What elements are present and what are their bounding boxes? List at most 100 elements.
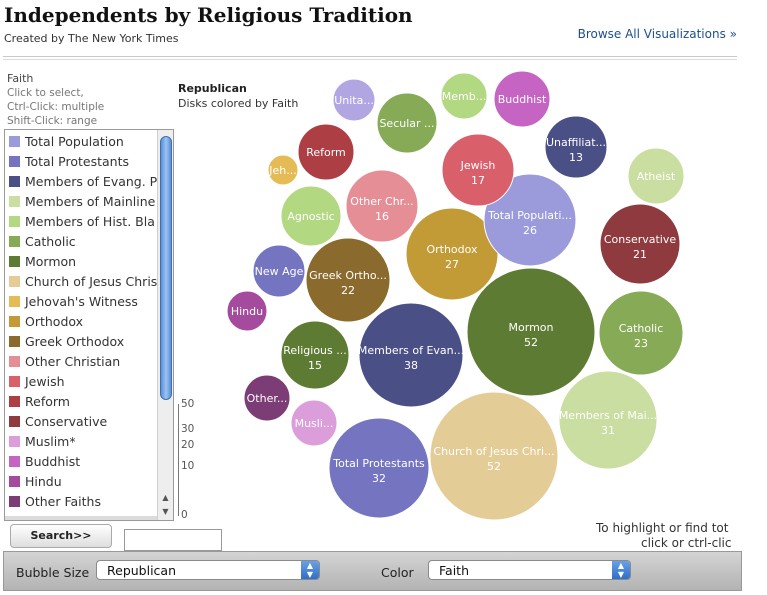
faith-list-item[interactable]: Members of Evang. P	[9, 172, 157, 192]
faith-item-label: Conservative	[25, 414, 108, 429]
bubble[interactable]	[290, 399, 338, 447]
bubble-size-label: Bubble Size	[16, 565, 90, 580]
faith-swatch	[9, 456, 20, 467]
faith-swatch	[9, 276, 20, 287]
list-vertical-scrollbar[interactable]: ▲ ▼	[157, 130, 173, 520]
faith-list-item[interactable]: Other Christian	[9, 352, 157, 372]
chart-subtitle: Disks colored by Faith	[178, 97, 299, 110]
bubble[interactable]	[441, 133, 515, 207]
faith-swatch	[9, 156, 20, 167]
faith-list-item[interactable]: Members of Mainline	[9, 192, 157, 212]
bubble-label: Catholic	[619, 322, 664, 335]
bubble[interactable]	[280, 185, 342, 247]
bubble-value: 13	[569, 151, 583, 164]
bubble-label: Religious ...	[283, 344, 347, 357]
faith-list-item[interactable]: Church of Jesus Chris	[9, 272, 157, 292]
faith-swatch	[9, 236, 20, 247]
bubble-label: New Age	[255, 265, 304, 278]
bubble[interactable]	[599, 203, 681, 285]
color-value: Faith	[439, 563, 469, 578]
faith-hint-multiple: Ctrl-Click: multiple	[7, 101, 105, 113]
list-horizontal-scrollbar[interactable]	[5, 516, 157, 520]
bubble-size-value: Republican	[107, 563, 177, 578]
faith-swatch	[9, 476, 20, 487]
page-title: Independents by Religious Tradition	[4, 3, 413, 27]
faith-list-item[interactable]: Reform	[9, 392, 157, 412]
faith-list-item[interactable]: Jewish	[9, 372, 157, 392]
bubble[interactable]	[376, 92, 438, 154]
faith-swatch	[9, 356, 20, 367]
bubble-label: Greek Ortho...	[309, 269, 387, 282]
scrollbar-thumb[interactable]	[160, 136, 172, 400]
bubble-size-select[interactable]: Republican ▲ ▼	[96, 560, 320, 580]
faith-item-label: Jehovah's Witness	[25, 294, 138, 309]
search-button[interactable]: Search>>	[10, 524, 112, 548]
faith-list-item[interactable]: Muslim*	[9, 432, 157, 452]
faith-item-label: Members of Mainline	[25, 194, 156, 209]
search-input[interactable]	[124, 529, 222, 551]
bubble-label: Hindu	[231, 305, 263, 318]
color-select[interactable]: Faith ▲ ▼	[428, 560, 631, 580]
bubble-label: Orthodox	[426, 243, 478, 256]
faith-list-item[interactable]: Jehovah's Witness	[9, 292, 157, 312]
bubble[interactable]	[627, 147, 685, 205]
faith-list-item[interactable]: Catholic	[9, 232, 157, 252]
faith-item-label: Reform	[25, 394, 70, 409]
bubble[interactable]	[280, 320, 350, 390]
bubble[interactable]	[243, 374, 291, 422]
bubble[interactable]	[440, 72, 488, 120]
bubble[interactable]	[297, 123, 355, 181]
bubble[interactable]	[493, 70, 551, 128]
bubble-label: Reform	[306, 146, 346, 159]
bubble[interactable]	[429, 391, 559, 521]
faith-listbox[interactable]: Total Population Total Protestants Members…	[4, 129, 174, 521]
faith-list-item[interactable]: Greek Orthodox	[9, 332, 157, 352]
size-scale-tick: 30	[181, 423, 195, 435]
faith-list-item[interactable]: Buddhist	[9, 452, 157, 472]
faith-item-label: Total Population	[25, 134, 124, 149]
bubble-label: Memb...	[442, 90, 486, 103]
browse-all-link[interactable]: Browse All Visualizations »	[577, 27, 737, 41]
bubble-label: Mormon	[509, 321, 554, 334]
faith-item-label: Jewish	[25, 374, 65, 389]
faith-list-item[interactable]: Other Faiths	[9, 492, 157, 512]
bubble[interactable]	[558, 370, 658, 470]
faith-list-item[interactable]: Mormon	[9, 252, 157, 272]
bubble-value: 22	[341, 284, 355, 297]
faith-heading: Faith	[7, 72, 34, 85]
bubble[interactable]	[226, 290, 268, 332]
bubble-label: Musli...	[295, 417, 334, 430]
bubble[interactable]	[358, 302, 464, 408]
bubble[interactable]	[483, 173, 577, 267]
faith-item-label: Total Protestants	[25, 154, 129, 169]
bubble[interactable]	[305, 237, 391, 323]
bubble-value: 23	[634, 337, 648, 350]
faith-list-item[interactable]: Conservative	[9, 412, 157, 432]
faith-swatch	[9, 176, 20, 187]
faith-list-item[interactable]: Orthodox	[9, 312, 157, 332]
faith-list-item[interactable]: Hindu	[9, 472, 157, 492]
faith-swatch	[9, 196, 20, 207]
bubble-value: 21	[633, 248, 647, 261]
faith-list-item[interactable]: Total Population	[9, 132, 157, 152]
faith-swatch	[9, 496, 20, 507]
bubble[interactable]	[345, 169, 419, 243]
faith-list-item[interactable]: Total Protestants	[9, 152, 157, 172]
bubble-label: Other...	[247, 392, 288, 405]
faith-swatch	[9, 336, 20, 347]
faith-swatch	[9, 296, 20, 307]
scroll-down-icon[interactable]: ▼	[162, 507, 169, 516]
bubble[interactable]	[405, 207, 499, 301]
bubble[interactable]	[328, 417, 430, 519]
scroll-up-icon[interactable]: ▲	[162, 493, 169, 502]
faith-swatch	[9, 396, 20, 407]
bubble[interactable]	[332, 78, 376, 122]
faith-item-label: Greek Orthodox	[25, 334, 125, 349]
bubble[interactable]	[267, 154, 299, 186]
bubble[interactable]	[544, 115, 608, 179]
bubble[interactable]	[466, 267, 596, 397]
bubble[interactable]	[252, 244, 306, 298]
bubble[interactable]	[598, 290, 684, 376]
faith-list-item[interactable]: Members of Hist. Bla	[9, 212, 157, 232]
size-scale-axis	[178, 404, 179, 516]
